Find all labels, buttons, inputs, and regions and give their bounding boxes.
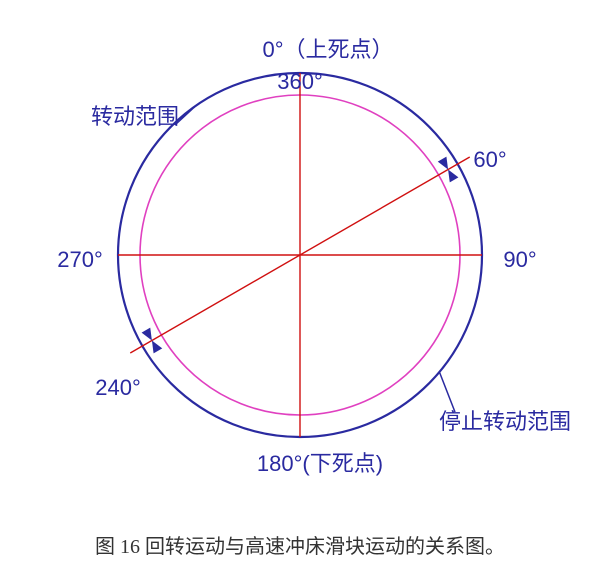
label-60deg: 60° [473,147,506,173]
figure-caption: 图 16 回转运动与高速冲床滑块运动的关系图。 [0,530,600,559]
label-90deg: 90° [503,247,536,273]
label-180deg: 180°(下死点) [257,446,383,478]
label-240deg: 240° [95,375,141,401]
label-0deg: 0°（上死点） [262,32,393,64]
label-360deg: 360° [277,69,323,95]
label-rotate-range: 转动范围 [91,99,179,131]
label-270deg: 270° [57,247,103,273]
label-stop-range: 停止转动范围 [439,404,571,436]
